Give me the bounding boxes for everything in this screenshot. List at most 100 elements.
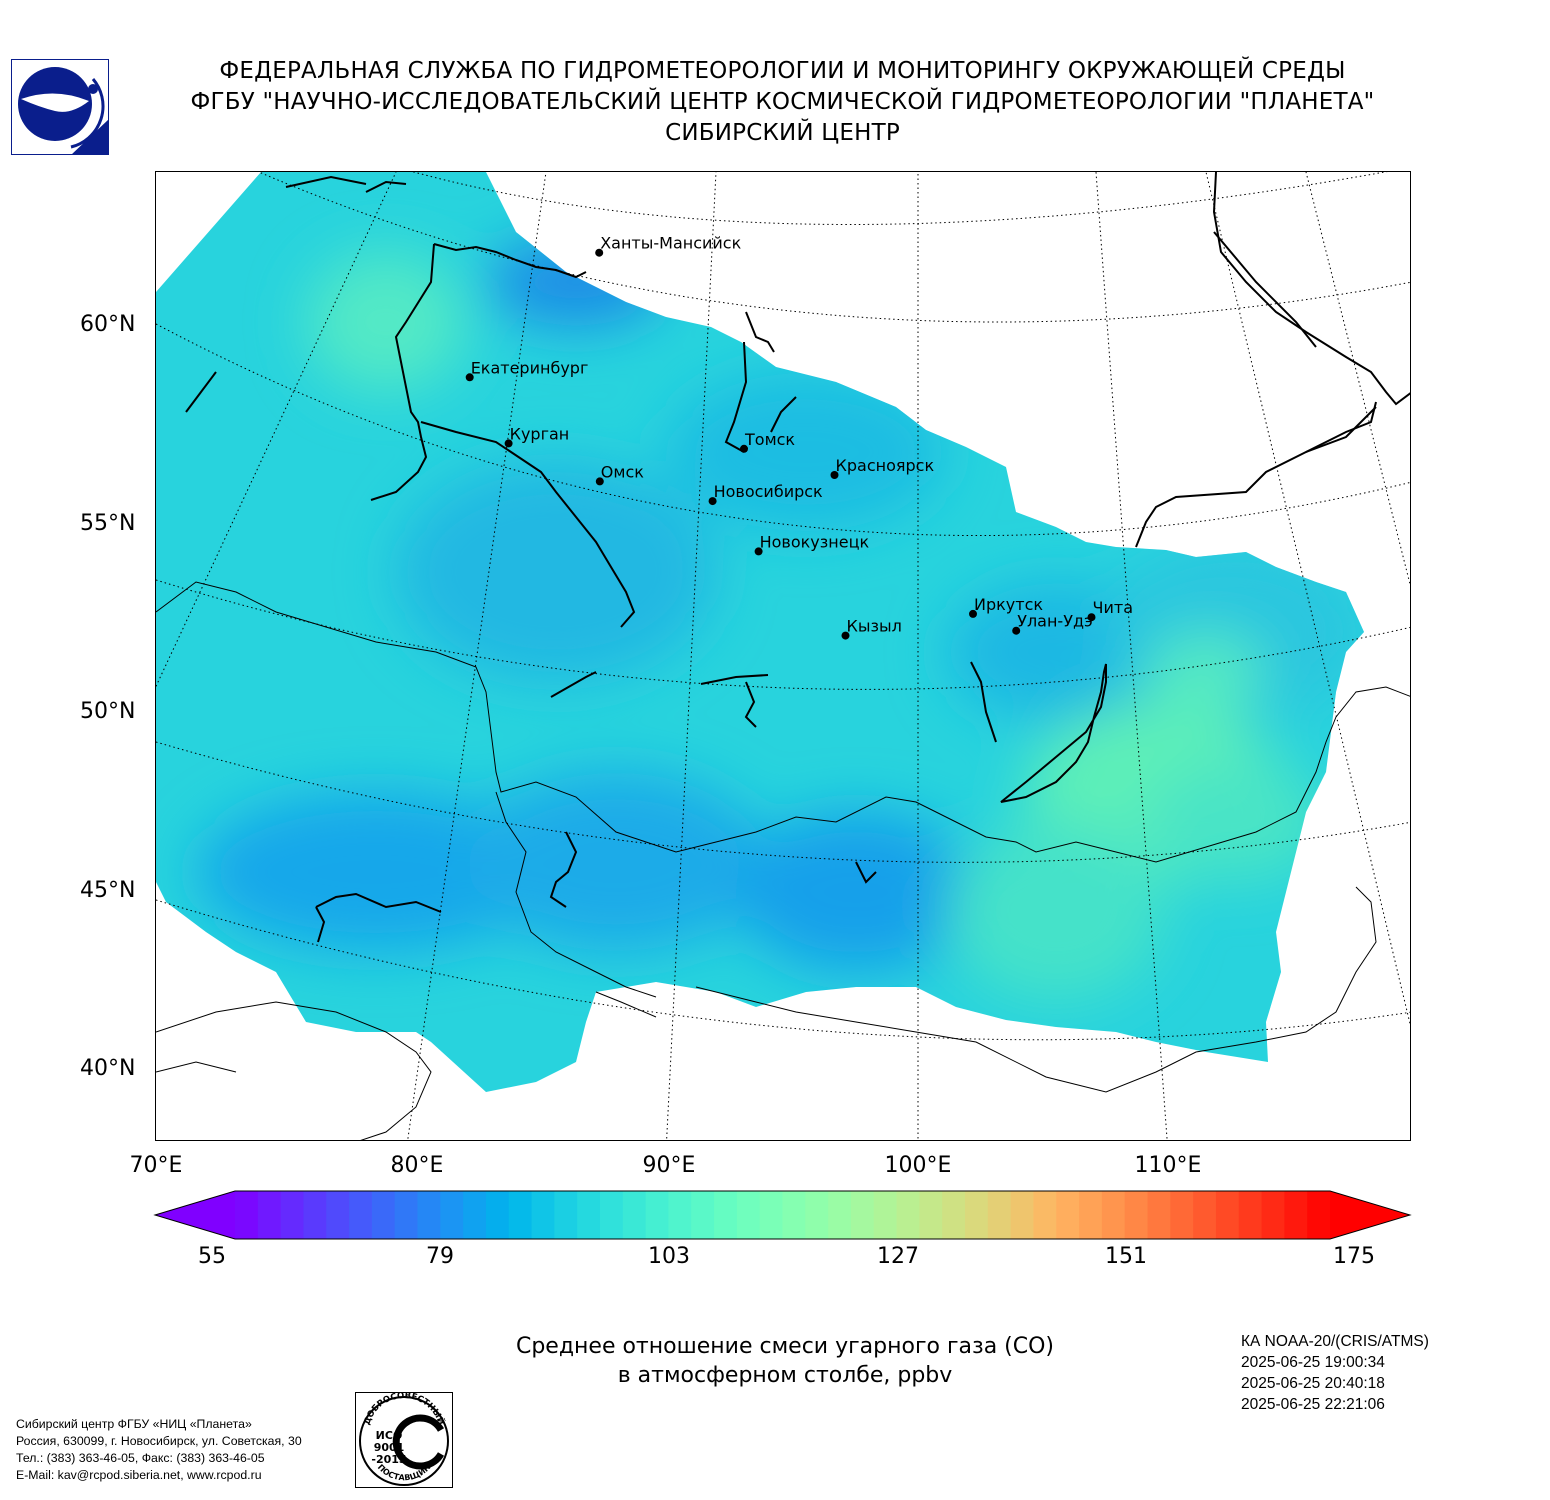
city-marker <box>1012 626 1021 635</box>
city-label: Омск <box>601 462 644 481</box>
graticule <box>156 172 1410 1140</box>
footer-line-3: Тел.: (383) 363-46-05, Факс: (383) 363-4… <box>16 1451 265 1465</box>
colorbar-bin <box>600 1191 624 1239</box>
city-marker <box>595 248 604 257</box>
colorbar-tick-103: 103 <box>648 1244 690 1269</box>
lat-label-40: 40°N <box>80 1056 136 1081</box>
colorbar-bin <box>349 1191 373 1239</box>
iso-line-1: ИСО <box>376 1429 403 1442</box>
colorbar-bin <box>896 1191 920 1239</box>
colorbar-bin <box>987 1191 1012 1239</box>
colorbar-tick-127: 127 <box>877 1244 919 1269</box>
colorbar-bin <box>1238 1191 1263 1239</box>
city-label: Новосибирск <box>714 482 823 501</box>
city-label: Улан-Удэ <box>1017 612 1093 631</box>
header-line-2: ФГБУ "НАУЧНО-ИССЛЕДОВАТЕЛЬСКИЙ ЦЕНТР КОС… <box>190 89 1375 115</box>
colorbar-bin <box>485 1191 510 1239</box>
borders <box>156 581 1410 1140</box>
colorbar-bin <box>668 1191 692 1239</box>
city-marker <box>740 444 748 453</box>
colorbar-bin <box>1079 1191 1103 1239</box>
city-marker <box>708 497 717 506</box>
colorbar-bin <box>531 1191 555 1239</box>
iso-line-3: -2015 <box>371 1453 406 1466</box>
footer-contacts: Сибирский центр ФГБУ «НИЦ «Планета» Росс… <box>16 1416 302 1484</box>
city-label: Кызыл <box>847 617 902 636</box>
colorbar <box>150 1188 1415 1248</box>
lon-label-80: 80°E <box>390 1153 444 1178</box>
map-caption: Среднее отношение смеси угарного газа (C… <box>480 1332 1090 1390</box>
colorbar-bin <box>1193 1191 1217 1239</box>
colorbar-bin <box>714 1191 738 1239</box>
colorbar-bin <box>759 1191 784 1239</box>
colorbar-bin <box>873 1191 898 1239</box>
colorbar-bin <box>1307 1191 1331 1239</box>
city-label: Иркутск <box>974 595 1043 614</box>
city-marker <box>465 373 474 382</box>
lat-label-55: 55°N <box>80 511 136 536</box>
city-marker <box>969 609 977 618</box>
lon-label-70: 70°E <box>129 1153 183 1178</box>
city-label: Чита <box>1093 598 1134 617</box>
colorbar-bin <box>942 1191 966 1239</box>
colorbar-bin <box>1284 1191 1308 1239</box>
colorbar-bin <box>1056 1191 1080 1239</box>
caption-line-1: Среднее отношение смеси угарного газа (C… <box>515 1334 1055 1359</box>
iso-badge: ДОБРОСОВЕСТНЫЙ ПОСТАВЩИК ИСО 9001 -2015 <box>355 1391 453 1488</box>
satellite-time-2: 2025-06-25 20:40:18 <box>1241 1375 1385 1392</box>
colorbar-bin <box>691 1191 715 1239</box>
colorbar-bin <box>805 1191 829 1239</box>
city-layer: НорильскХанты-МансийскЕкатеринбургКурган… <box>465 234 1134 640</box>
colorbar-extend-max <box>1330 1191 1410 1239</box>
colorbar-bin <box>508 1191 533 1239</box>
city-marker <box>841 631 850 640</box>
colorbar-outline <box>153 1190 1412 1240</box>
colorbar-tick-55: 55 <box>198 1244 226 1269</box>
colorbar-bin <box>622 1191 647 1239</box>
colorbar-bin <box>965 1191 989 1239</box>
colorbar-bin <box>577 1191 601 1239</box>
colorbar-bin <box>1170 1191 1194 1239</box>
colorbar-extend-min <box>155 1191 235 1239</box>
colorbar-bin <box>645 1191 670 1239</box>
city-label: Екатеринбург <box>471 358 589 377</box>
co-field <box>156 172 1364 1092</box>
lon-label-100: 100°E <box>884 1153 952 1178</box>
colorbar-bin <box>850 1191 875 1239</box>
header-line-1: ФЕДЕРАЛЬНАЯ СЛУЖБА ПО ГИДРОМЕТЕОРОЛОГИИ … <box>219 58 1346 84</box>
colorbar-bin <box>1261 1191 1285 1239</box>
colorbar-bin <box>736 1191 761 1239</box>
footer-line-4: E-Mail: kav@rcpod.siberia.net, www.rcpod… <box>16 1468 262 1482</box>
colorbar-bin <box>1215 1191 1240 1239</box>
header-title-block: ФЕДЕРАЛЬНАЯ СЛУЖБА ПО ГИДРОМЕТЕОРОЛОГИИ … <box>120 56 1445 149</box>
city-label: Курган <box>510 424 570 443</box>
co-map: НорильскХанты-МансийскЕкатеринбургКурган… <box>155 171 1411 1141</box>
satellite-info: КА NOAA-20/(CRIS/ATMS) 2025-06-25 19:00:… <box>1241 1331 1429 1415</box>
lat-label-45: 45°N <box>80 878 136 903</box>
planeta-logo <box>11 59 109 155</box>
colorbar-bin <box>782 1191 806 1239</box>
colorbar-bin <box>1101 1191 1126 1239</box>
colorbar-bin <box>235 1191 259 1239</box>
city-label: Красноярск <box>836 456 935 475</box>
city-marker <box>1087 613 1096 622</box>
iso-line-2: 9001 <box>374 1441 405 1454</box>
city-marker <box>754 547 763 556</box>
lat-label-60: 60°N <box>80 312 136 337</box>
footer-line-1: Сибирский центр ФГБУ «НИЦ «Планета» <box>16 1417 252 1431</box>
colorbar-bin <box>417 1191 441 1239</box>
colorbar-bin <box>303 1191 327 1239</box>
city-label: Ханты-Мансийск <box>600 234 741 253</box>
colorbar-bin <box>440 1191 464 1239</box>
colorbar-tick-79: 79 <box>426 1244 454 1269</box>
colorbar-bin <box>1124 1191 1149 1239</box>
satellite-name: КА NOAA-20/(CRIS/ATMS) <box>1241 1333 1429 1350</box>
satellite-time-1: 2025-06-25 19:00:34 <box>1241 1354 1385 1371</box>
colorbar-tick-175: 175 <box>1333 1244 1375 1269</box>
colorbar-bin <box>394 1191 419 1239</box>
colorbar-bin <box>257 1191 282 1239</box>
city-marker <box>595 477 604 486</box>
city-label: Томск <box>744 430 795 449</box>
colorbar-bin <box>919 1191 943 1239</box>
colorbar-tick-151: 151 <box>1105 1244 1147 1269</box>
